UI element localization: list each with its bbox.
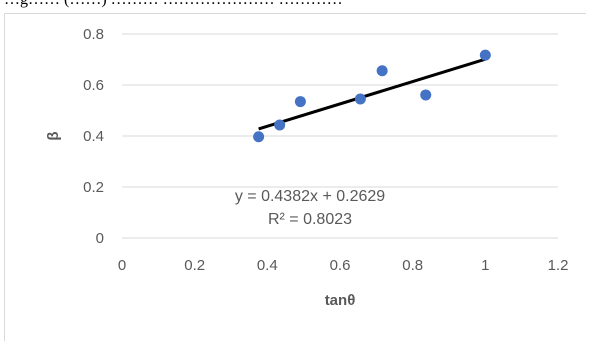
x-axis-title: tanθ <box>325 292 356 309</box>
x-tick-label: 0 <box>118 257 126 274</box>
data-points <box>253 49 491 143</box>
y-tick-label: 0 <box>96 230 104 247</box>
x-tick-label: 0.2 <box>184 257 205 274</box>
y-tick-label: 0.4 <box>83 128 104 145</box>
y-tick-label: 0.6 <box>83 77 104 94</box>
x-tick-labels: 0 0.2 0.4 0.6 0.8 1 1.2 <box>118 257 569 274</box>
gridlines <box>122 33 558 239</box>
data-point <box>479 49 491 61</box>
trendline <box>258 57 486 131</box>
x-tick-label: 0.4 <box>257 257 278 274</box>
data-point <box>376 65 388 77</box>
y-axis-title: β <box>45 131 62 140</box>
y-tick-label: 0.8 <box>83 26 104 43</box>
data-point <box>294 96 306 108</box>
trendline-r-squared: R² = 0.8023 <box>268 211 352 228</box>
x-tick-label: 0.6 <box>330 257 351 274</box>
data-point <box>274 119 286 131</box>
x-tick-label: 1 <box>481 257 489 274</box>
y-tick-labels: 0 0.2 0.4 0.6 0.8 <box>83 26 104 247</box>
caption-fragment: …g…… (……) ……… ………………… ………… <box>4 0 343 9</box>
x-tick-label: 0.8 <box>402 257 423 274</box>
data-point <box>253 131 265 143</box>
x-tick-label: 1.2 <box>548 257 569 274</box>
data-point <box>354 93 366 105</box>
trendline-equation: y = 0.4382x + 0.2629 <box>235 188 385 205</box>
y-tick-label: 0.2 <box>83 179 104 196</box>
data-point <box>420 89 432 101</box>
chart-area <box>4 13 586 341</box>
